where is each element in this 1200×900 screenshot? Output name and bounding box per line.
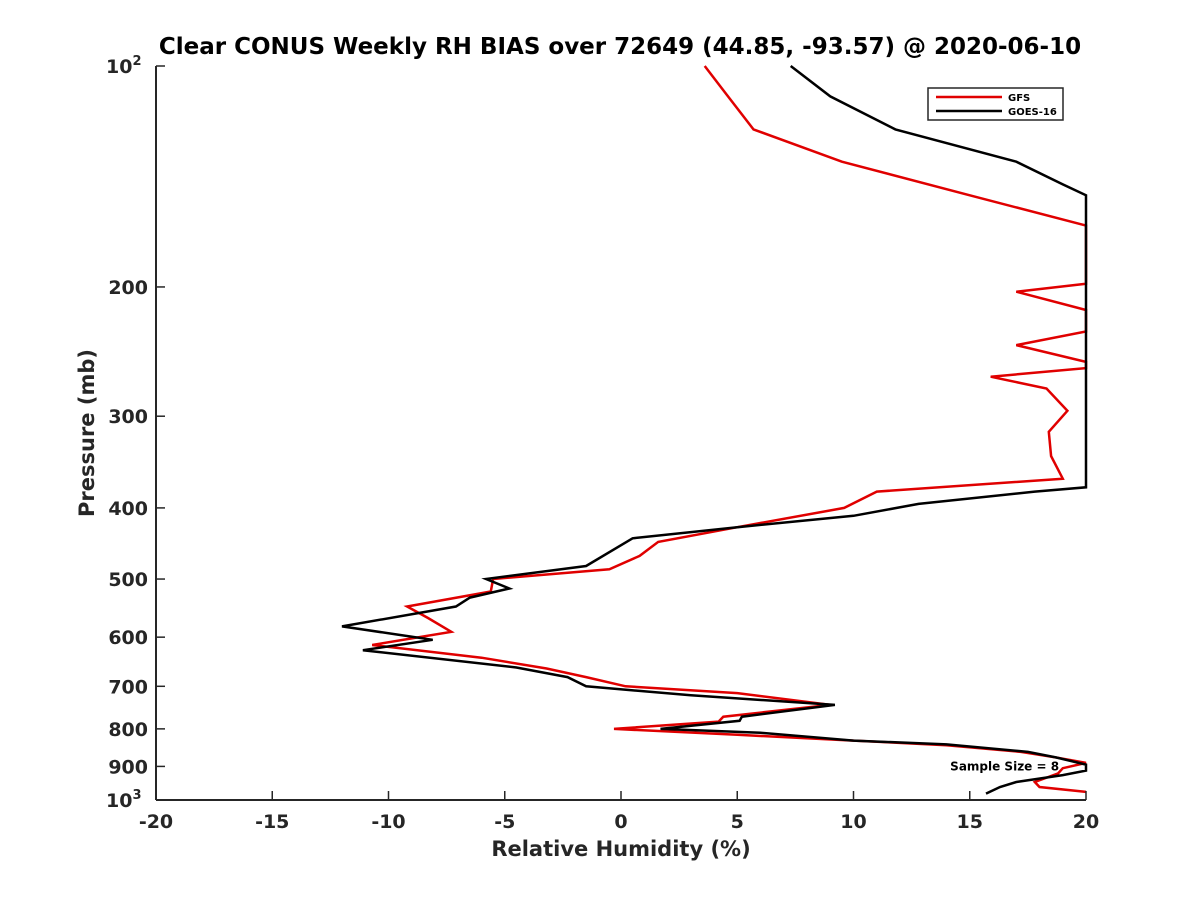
plot-area [341,65,1088,795]
y-tick-label: 300 [108,406,148,428]
legend-label-goes16: GOES-16 [1008,107,1057,118]
series-line-goes16 [341,65,1088,795]
y-tick-label: 800 [108,719,148,741]
x-tick-label: 0 [614,811,627,833]
legend-box [927,87,1064,121]
y-tick-label: 600 [108,627,148,649]
x-axis-label: Relative Humidity (%) [491,837,750,861]
x-tick-label: 20 [1073,811,1099,833]
x-ticks: -20 -15 -10 -5 0 5 10 15 20 [139,791,1099,833]
sample-size-annotation: Sample Size = 8 [950,759,1059,773]
x-tick-label: -15 [255,811,289,833]
y-tick-label: 500 [108,569,148,591]
y-tick-label: 102 [106,54,142,78]
chart-title: Clear CONUS Weekly RH BIAS over 72649 (4… [159,34,1081,60]
legend-label-gfs: GFS [1008,93,1030,104]
x-tick-label: -10 [371,811,405,833]
x-tick-label: 5 [731,811,744,833]
y-tick-label: 900 [108,756,148,778]
y-tick-label: 400 [108,498,148,520]
y-tick-label: 200 [108,277,148,299]
y-tick-label: 103 [106,788,142,812]
series-line-gfs [371,65,1088,794]
x-tick-label: -20 [139,811,173,833]
y-ticks: 102 200 300 400 500 600 700 800 900 103 [106,54,165,812]
x-tick-label: 15 [957,811,983,833]
legend: GFS GOES-16 [927,87,1064,121]
y-axis-label: Pressure (mb) [75,349,99,517]
x-tick-label: 10 [840,811,866,833]
y-tick-label: 700 [108,676,148,698]
x-tick-label: -5 [494,811,515,833]
